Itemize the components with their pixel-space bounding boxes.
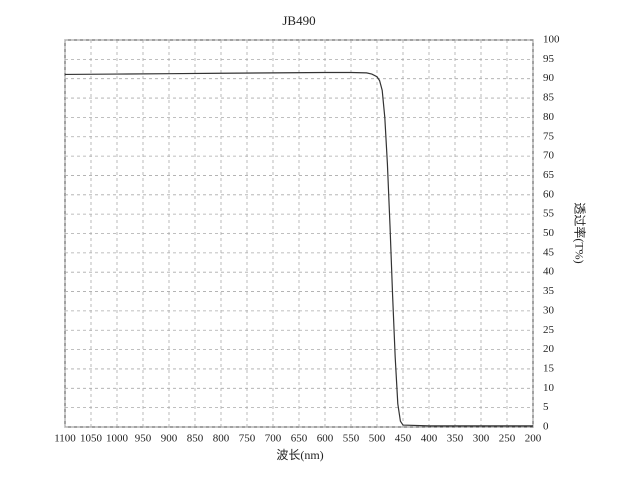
y-tick-label: 75 (543, 130, 555, 142)
y-tick-label: 30 (543, 304, 555, 316)
y-tick-label: 25 (543, 324, 555, 336)
y-tick-label: 85 (543, 92, 555, 104)
x-tick-label: 400 (421, 433, 438, 445)
y-tick-label: 5 (543, 401, 549, 413)
x-axis-label: 波长(nm) (276, 448, 323, 462)
y-tick-label: 80 (543, 111, 555, 123)
y-tick-label: 50 (543, 227, 555, 239)
x-tick-label: 350 (447, 433, 464, 445)
y-tick-label: 10 (543, 382, 555, 394)
chart-title: JB490 (282, 13, 315, 28)
y-axis-label: 透过率(T%) (572, 202, 587, 263)
y-tick-label: 90 (543, 72, 555, 84)
x-tick-label: 850 (187, 433, 204, 445)
x-tick-label: 900 (161, 433, 178, 445)
x-tick-label: 550 (343, 433, 360, 445)
y-tick-label: 95 (543, 53, 555, 65)
x-tick-label: 1050 (80, 433, 103, 445)
y-tick-label: 100 (543, 34, 560, 46)
data-line (64, 71, 533, 427)
x-tick-label: 750 (239, 433, 256, 445)
x-tick-label: 250 (499, 433, 516, 445)
x-tick-label: 800 (213, 433, 230, 445)
x-tick-label: 300 (473, 433, 490, 445)
x-tick-label: 1100 (54, 433, 76, 445)
y-tick-label: 45 (543, 246, 555, 258)
x-tick-label: 650 (291, 433, 308, 445)
x-tick-label: 500 (369, 433, 386, 445)
y-tick-label: 20 (543, 343, 555, 355)
x-tick-label: 950 (135, 433, 152, 445)
y-tick-label: 70 (543, 150, 555, 162)
x-tick-label: 200 (525, 433, 542, 445)
y-tick-label: 40 (543, 266, 555, 278)
x-tick-label: 1000 (106, 433, 129, 445)
x-tick-label: 450 (395, 433, 412, 445)
y-tick-label: 15 (543, 362, 555, 374)
y-tick-label: 0 (543, 421, 549, 433)
x-tick-label: 600 (317, 433, 334, 445)
y-tick-label: 60 (543, 188, 555, 200)
y-tick-label: 35 (543, 285, 555, 297)
y-tick-label: 55 (543, 208, 555, 220)
x-tick-label: 700 (265, 433, 282, 445)
y-tick-label: 65 (543, 169, 555, 181)
